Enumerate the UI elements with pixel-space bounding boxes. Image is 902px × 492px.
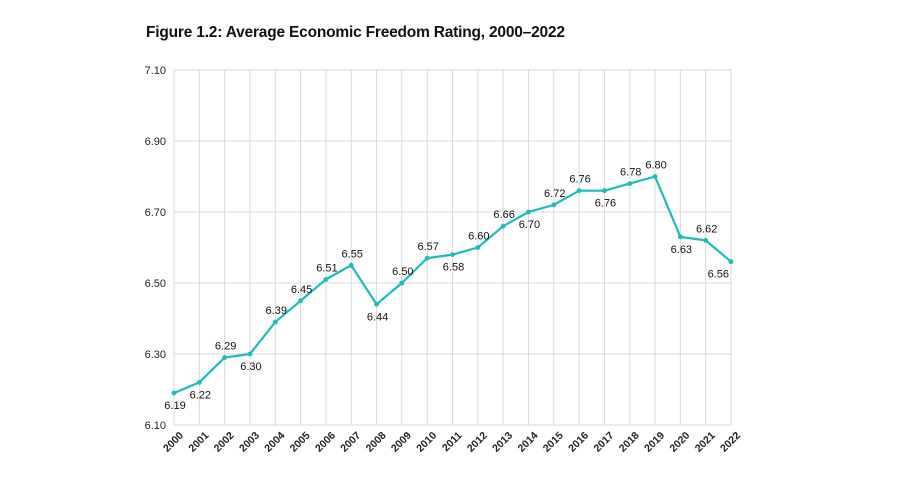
y-tick-label: 6.70 [145,207,166,219]
x-tick-label: 2006 [313,429,338,454]
x-tick-label: 2021 [693,429,718,454]
data-point [475,245,481,250]
x-tick-label: 2001 [186,429,211,454]
data-point [399,280,405,286]
data-label: 6.76 [569,174,590,186]
data-point [652,174,658,179]
data-label: 6.22 [190,389,211,401]
x-tick-label: 2020 [667,429,692,454]
data-point [348,262,354,268]
data-label: 6.45 [291,284,312,296]
x-tick-label: 2016 [566,429,591,454]
data-label: 6.44 [367,311,388,323]
data-label: 6.29 [215,341,236,353]
data-point [222,355,228,360]
data-point [196,380,202,385]
x-tick-label: 2014 [516,429,541,454]
y-tick-label: 6.50 [145,278,166,290]
data-point [526,209,531,215]
data-point [298,298,303,304]
data-label: 6.30 [240,361,261,373]
x-tick-label: 2000 [161,429,186,454]
x-tick-label: 2019 [642,429,667,454]
data-label: 6.66 [493,209,514,221]
x-tick-label: 2007 [338,429,363,454]
data-point [272,319,278,325]
x-tick-label: 2017 [591,429,616,454]
x-tick-label: 2018 [617,429,642,454]
data-point [677,234,683,240]
x-tick-label: 2004 [262,429,287,454]
data-label: 6.70 [519,219,540,231]
data-label: 6.56 [708,269,729,281]
data-label: 6.72 [544,188,565,200]
y-tick-label: 6.90 [145,136,166,148]
x-tick-label: 2011 [440,429,465,454]
x-tick-label: 2008 [364,429,389,454]
y-tick-label: 7.10 [145,65,166,77]
data-label: 6.50 [392,266,413,278]
data-label: 6.55 [342,248,363,260]
data-label: 6.62 [696,223,717,235]
x-tick-label: 2003 [237,429,262,454]
data-label: 6.39 [266,305,287,317]
x-tick-label: 2002 [212,429,237,454]
x-tick-label: 2022 [718,429,743,454]
x-tick-label: 2012 [465,429,490,454]
data-label: 6.63 [671,244,692,256]
data-label: 6.57 [417,241,438,253]
chart-title: Figure 1.2: Average Economic Freedom Rat… [146,24,565,41]
data-point [728,259,734,265]
x-tick-label: 2010 [414,429,439,454]
data-point [374,301,379,307]
data-point [602,188,607,194]
data-point [323,277,329,282]
data-point [424,255,430,261]
plot-frame [173,69,732,426]
data-label: 6.51 [316,262,337,274]
x-tick-label: 2013 [490,429,515,454]
data-label: 6.78 [620,167,641,179]
data-point [703,238,709,243]
x-tick-label: 2009 [389,429,414,454]
y-tick-label: 6.30 [145,349,166,361]
data-point [627,181,633,187]
data-point [576,188,582,194]
data-label: 6.19 [164,400,185,412]
x-tick-label: 2005 [288,429,313,454]
data-point [171,390,177,396]
x-tick-label: 2015 [541,429,566,454]
data-label: 6.60 [468,231,489,243]
data-point [247,351,253,357]
data-label: 6.80 [645,160,666,172]
y-tick-label: 6.10 [145,420,166,432]
data-label: 6.58 [443,262,464,274]
data-point [500,223,506,229]
data-point [551,202,557,208]
data-point [450,252,455,257]
data-label: 6.76 [595,198,616,210]
